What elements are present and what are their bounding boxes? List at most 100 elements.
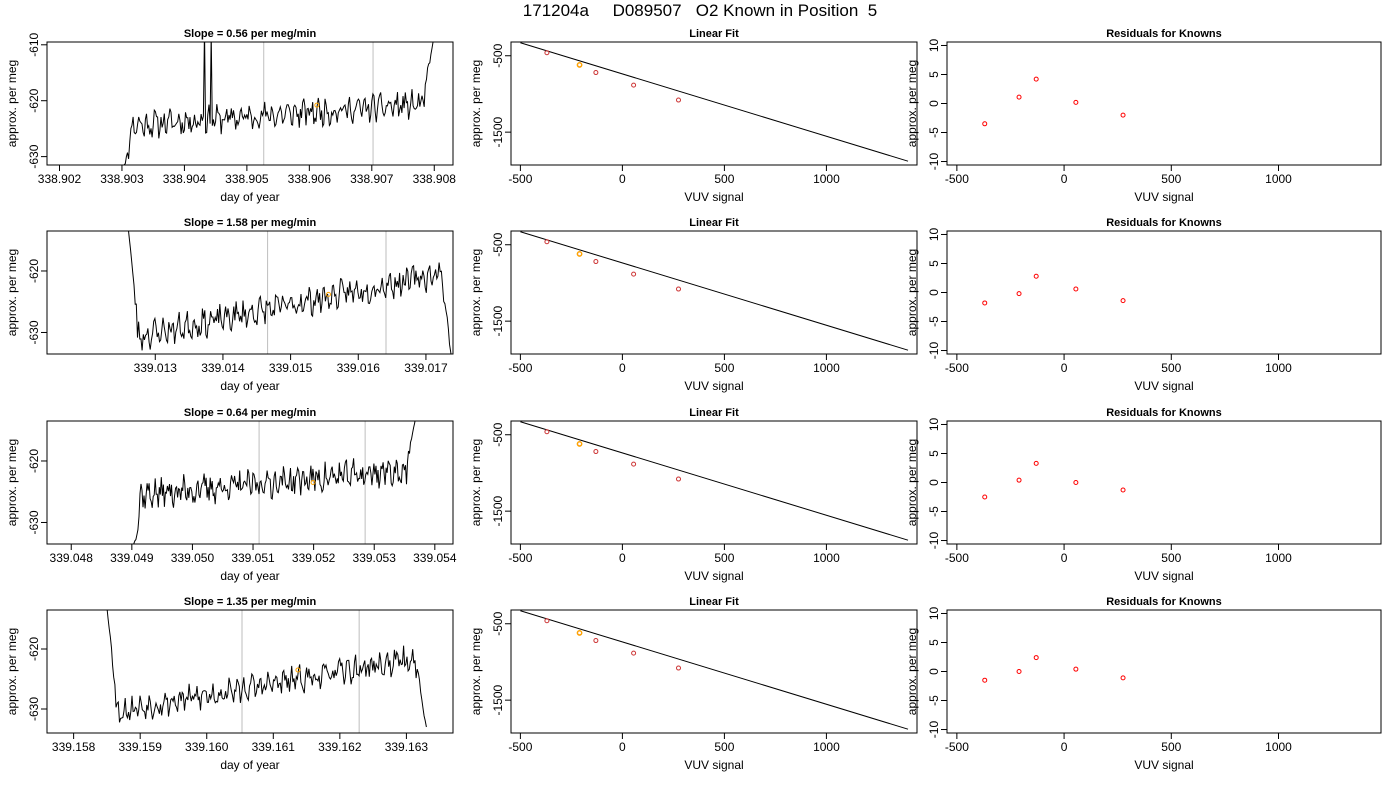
- x-tick-label: 339.048: [50, 551, 94, 565]
- x-tick-label: 1000: [1265, 551, 1292, 565]
- y-tick-label: -1500: [491, 305, 505, 336]
- series-line: [106, 610, 427, 728]
- panel-title: Slope = 1.35 per meg/min: [184, 596, 317, 608]
- data-point: [676, 476, 682, 482]
- x-tick-label: 339.050: [171, 551, 215, 565]
- panel-title: Linear Fit: [689, 28, 739, 40]
- x-tick-label: -500: [508, 172, 532, 186]
- plot-frame: [510, 609, 918, 734]
- y-axis: -620 -630: [27, 637, 47, 721]
- x-axis-label: VUV signal: [1134, 569, 1193, 583]
- y-axis-label: approx. per meg: [5, 249, 19, 336]
- plot-frame: [946, 230, 1382, 355]
- y-axis: -500 -1500: [491, 43, 511, 148]
- y-axis: 10 5 0 -5 -10: [927, 227, 947, 359]
- time-series-panel-row-4: Slope = 1.35 per meg/min 339.158 339.159 33…: [5, 596, 454, 772]
- y-tick-label: 5: [927, 71, 941, 78]
- panel-title: Residuals for Knowns: [1106, 28, 1222, 40]
- x-axis-label: day of year: [220, 758, 279, 772]
- plot-area: [133, 421, 416, 544]
- x-tick-label: 339.158: [52, 740, 96, 754]
- plot-area: [106, 610, 427, 728]
- y-axis: 10 5 0 -5 -10: [927, 417, 947, 549]
- x-tick-label: 338.906: [288, 172, 332, 186]
- plot-frame: [510, 420, 918, 545]
- x-axis-label: VUV signal: [684, 758, 743, 772]
- y-tick-label: -10: [927, 532, 941, 550]
- x-tick-label: 0: [619, 361, 626, 375]
- residual-point: [1120, 112, 1126, 118]
- x-tick-label: 0: [619, 551, 626, 565]
- x-tick-label: 0: [1061, 361, 1068, 375]
- panel-title: Slope = 0.56 per meg/min: [184, 28, 317, 40]
- y-tick-label: 0: [927, 479, 941, 486]
- y-tick-label: -610: [27, 32, 41, 56]
- y-tick-label: -620: [27, 259, 41, 283]
- x-axis: 339.048 339.049 339.050 339.051 339.052 339.0…: [50, 544, 457, 565]
- y-tick-label: -620: [27, 449, 41, 473]
- x-axis: -500 0 500 1000: [508, 733, 840, 754]
- plot-frame: [946, 420, 1382, 545]
- linear-fit-panel-row-4: Linear Fit -500 0 500 1000 VUV signal -500 -150…: [469, 596, 918, 772]
- x-tick-label: 500: [714, 551, 734, 565]
- panel-title: Residuals for Knowns: [1106, 217, 1222, 229]
- y-axis: 10 5 0 -5 -10: [927, 606, 947, 738]
- residual-point: [1073, 666, 1079, 672]
- x-tick-label: 339.159: [118, 740, 162, 754]
- y-axis-label: approx. per meg: [469, 628, 483, 715]
- x-tick-label: 0: [619, 740, 626, 754]
- residuals-panel-row-1: Residuals for Knowns -500 0 500 1000 VUV sign…: [905, 28, 1382, 204]
- plot-area: [520, 421, 909, 541]
- x-tick-label: 1000: [1265, 740, 1292, 754]
- residual-point: [1033, 655, 1039, 661]
- residual-point: [982, 677, 988, 683]
- series-line: [133, 421, 416, 544]
- x-axis: -500 0 500 1000: [508, 165, 840, 186]
- plot-area: [128, 231, 452, 354]
- y-tick-label: -500: [491, 422, 505, 446]
- highlight-point: [576, 251, 583, 257]
- y-tick-label: -630: [27, 144, 41, 168]
- y-axis: -500 -1500: [491, 611, 511, 716]
- residual-point: [982, 300, 988, 306]
- y-tick-label: -630: [27, 320, 41, 344]
- y-axis: -500 -1500: [491, 422, 511, 527]
- y-axis-label: approx. per meg: [5, 60, 19, 147]
- x-tick-label: 338.905: [225, 172, 269, 186]
- data-point-marker: [310, 480, 316, 485]
- residual-point: [1033, 273, 1039, 279]
- highlight-point: [576, 441, 583, 447]
- residual-point: [1073, 286, 1079, 292]
- y-axis-label: approx. per meg: [5, 439, 19, 526]
- plot-area: [520, 231, 909, 351]
- data-point: [676, 286, 682, 292]
- x-tick-label: 339.162: [318, 740, 362, 754]
- plot-area: [982, 655, 1126, 683]
- x-tick-label: 339.163: [385, 740, 429, 754]
- data-point: [631, 82, 637, 88]
- y-axis: -500 -1500: [491, 232, 511, 337]
- x-axis: -500 0 500 1000: [508, 354, 840, 375]
- y-axis-label: approx. per meg: [5, 628, 19, 715]
- y-tick-label: -10: [927, 153, 941, 171]
- y-tick-label: -1500: [491, 684, 505, 715]
- y-tick-label: 10: [927, 417, 941, 431]
- x-tick-label: 1000: [813, 172, 840, 186]
- residual-point: [1120, 487, 1126, 493]
- plot-frame: [946, 41, 1382, 166]
- x-tick-label: 339.053: [353, 551, 397, 565]
- y-tick-label: 10: [927, 227, 941, 241]
- x-tick-label: 339.160: [185, 740, 229, 754]
- x-tick-label: 339.014: [201, 361, 245, 375]
- x-tick-label: 339.017: [404, 361, 448, 375]
- y-tick-label: -10: [927, 721, 941, 739]
- data-point-marker: [314, 102, 320, 108]
- data-point: [676, 665, 682, 671]
- x-tick-label: 338.907: [350, 172, 394, 186]
- y-tick-label: -1500: [491, 495, 505, 526]
- plot-area: [123, 42, 434, 165]
- plot-area: [982, 76, 1126, 127]
- x-axis: -500 0 500 1000: [508, 544, 840, 565]
